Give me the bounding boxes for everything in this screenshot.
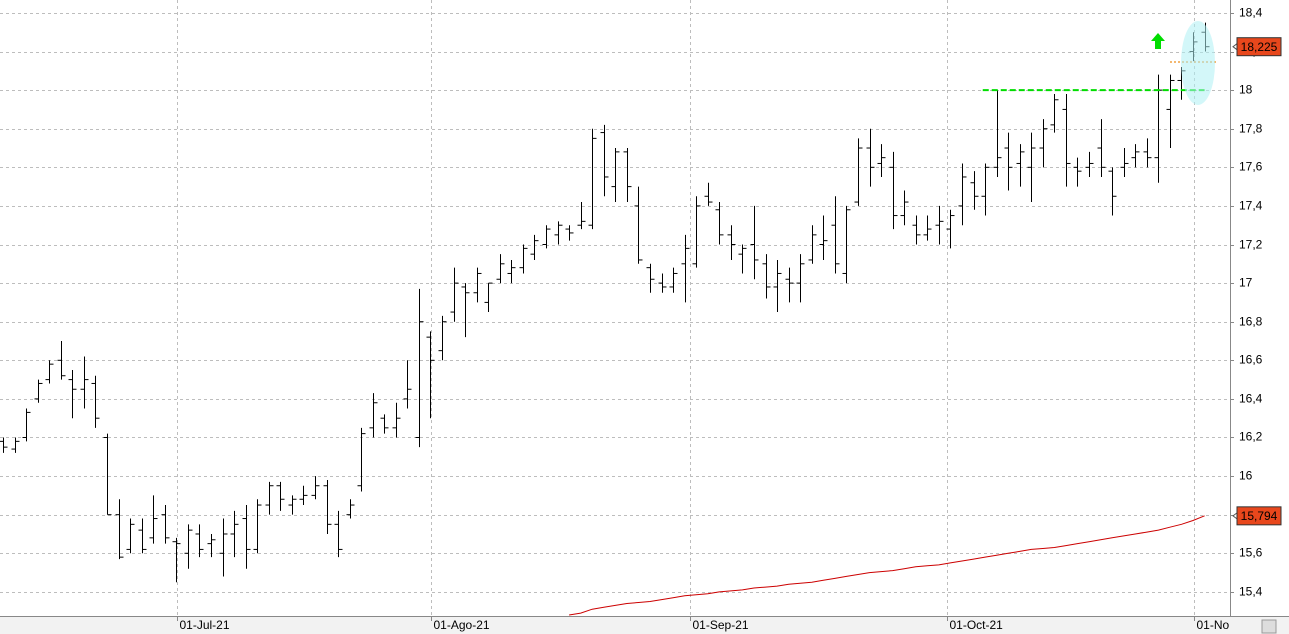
price-pointer bbox=[1232, 512, 1238, 520]
y-tick-label: 17,2 bbox=[1239, 238, 1263, 252]
price-label-box bbox=[1236, 506, 1282, 526]
y-tick-label: 16,4 bbox=[1239, 392, 1263, 406]
up-arrow bbox=[1151, 33, 1165, 49]
marks bbox=[0, 22, 1210, 616]
price-label: 15,794 bbox=[1241, 509, 1278, 523]
x-tick-label: 01-No bbox=[1197, 618, 1230, 632]
price-label: 18,225 bbox=[1241, 40, 1278, 54]
x-tick-label: 01-Ago-21 bbox=[434, 618, 490, 632]
x-axis-band bbox=[0, 617, 1289, 634]
x-tick-label: 01-Oct-21 bbox=[950, 618, 1004, 632]
price-label-box bbox=[1236, 37, 1282, 57]
y-tick-label: 15,4 bbox=[1239, 585, 1263, 599]
y-tick-label: 17,6 bbox=[1239, 160, 1263, 174]
x-tick-label: 01-Jul-21 bbox=[180, 618, 230, 632]
y-tick-label: 17,4 bbox=[1239, 199, 1263, 213]
y-tick-label: 16,6 bbox=[1239, 353, 1263, 367]
grid bbox=[0, 0, 1230, 616]
y-tick-label: 16 bbox=[1239, 469, 1253, 483]
y-tick-label: 15,6 bbox=[1239, 546, 1263, 560]
y-tick-label: 16,8 bbox=[1239, 315, 1263, 329]
y-tick-label: 18,4 bbox=[1239, 6, 1263, 20]
highlight-ellipse bbox=[1181, 21, 1215, 105]
moving-average bbox=[569, 515, 1205, 616]
corner-icon bbox=[1261, 619, 1277, 634]
y-tick-label: 16,2 bbox=[1239, 430, 1263, 444]
price-pointer bbox=[1232, 43, 1238, 51]
x-tick-label: 01-Sep-21 bbox=[693, 618, 749, 632]
y-tick-label: 17,8 bbox=[1239, 122, 1263, 136]
y-tick-label: 17 bbox=[1239, 276, 1253, 290]
y-tick-label: 18 bbox=[1239, 83, 1253, 97]
